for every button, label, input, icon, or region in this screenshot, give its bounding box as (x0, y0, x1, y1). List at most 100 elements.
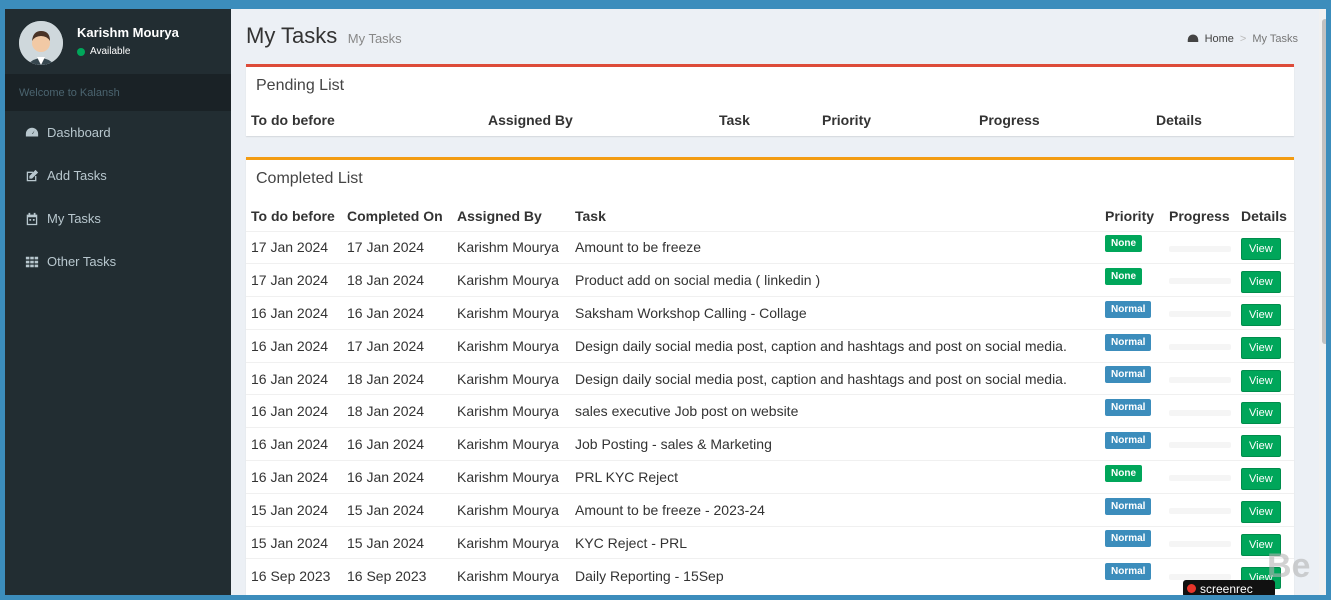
sidebar-item-add-tasks[interactable]: Add Tasks (5, 154, 231, 197)
main-content: My Tasks My Tasks Home > My Tasks Pendin… (231, 9, 1326, 595)
assigned-by-cell: Karishm Mourya (452, 394, 570, 428)
pending-list-title: Pending List (256, 77, 345, 94)
task-cell: Amount to be freeze - 2023-24 (570, 492, 1100, 527)
column-header[interactable]: Progress (1164, 201, 1236, 232)
sidebar-item-other-tasks[interactable]: Other Tasks (5, 240, 231, 283)
column-header[interactable]: Completed On (342, 201, 452, 232)
status-text: Available (90, 46, 131, 57)
screen-recorder-badge: screenrec (1183, 580, 1275, 595)
view-button[interactable]: View (1241, 238, 1281, 261)
todo-date-cell: 16 Jan 2024 (246, 361, 342, 395)
column-header[interactable]: Assigned By (452, 201, 570, 232)
priority-badge: None (1105, 235, 1142, 253)
view-button[interactable]: View (1241, 533, 1281, 556)
priority-badge: Normal (1105, 563, 1152, 581)
table-row: 16 Jan 2024 16 Jan 2024 Karishm Mourya PRL … (246, 460, 1294, 494)
details-cell: View (1236, 361, 1294, 395)
progress-bar (1169, 376, 1231, 383)
sidebar-item-dashboard[interactable]: Dashboard (5, 111, 231, 154)
column-header[interactable]: Assigned By (488, 112, 573, 128)
column-header[interactable]: Priority (822, 112, 872, 128)
column-header[interactable]: Task (719, 112, 750, 128)
sidebar-item-label: Add Tasks (47, 168, 107, 183)
view-button[interactable]: View (1241, 336, 1281, 359)
edit-icon (26, 169, 39, 181)
progress-bar (1169, 573, 1231, 580)
details-cell: View (1236, 328, 1294, 363)
task-cell: Product add on social media ( linkedin ) (570, 263, 1100, 297)
todo-date-cell: 17 Jan 2024 (246, 263, 342, 297)
view-button[interactable]: View (1241, 435, 1281, 458)
task-cell: Design daily social media post, caption … (570, 361, 1100, 395)
completed-date-cell: 18 Jan 2024 (342, 263, 452, 297)
view-button[interactable]: View (1241, 467, 1281, 490)
todo-date-cell: 16 Jan 2024 (246, 296, 342, 330)
pending-table-header: To do before Assigned By Task Priority P… (246, 112, 1294, 132)
user-name: Karishm Mourya (77, 25, 179, 40)
todo-date-cell: 16 Jan 2024 (246, 460, 342, 494)
details-cell: View (1236, 394, 1294, 428)
breadcrumb-home[interactable]: Home (1204, 33, 1234, 45)
priority-cell: Normal (1100, 492, 1164, 527)
completed-table-body: 17 Jan 2024 17 Jan 2024 Karishm Mourya Amou… (246, 230, 1294, 592)
progress-cell (1164, 427, 1236, 461)
todo-date-cell: 16 Jan 2024 (246, 427, 342, 461)
priority-badge: Normal (1105, 431, 1152, 449)
priority-badge: None (1105, 464, 1142, 482)
progress-bar (1169, 475, 1231, 482)
progress-bar (1169, 540, 1231, 547)
assigned-by-cell: Karishm Mourya (452, 558, 570, 592)
completed-list-panel: Completed List To do before Completed On… (246, 157, 1294, 595)
table-row: 16 Jan 2024 16 Jan 2024 Karishm Mourya Saks… (246, 296, 1294, 330)
column-header[interactable]: Progress (979, 112, 1040, 128)
completed-date-cell: 16 Jan 2024 (342, 296, 452, 330)
priority-cell: Normal (1100, 525, 1164, 559)
view-button[interactable]: View (1241, 369, 1281, 392)
priority-badge: Normal (1105, 530, 1152, 548)
todo-date-cell: 15 Jan 2024 (246, 492, 342, 527)
details-cell: View (1236, 296, 1294, 330)
todo-date-cell: 16 Sep 2023 (246, 558, 342, 592)
page-scrollbar[interactable] (1319, 9, 1326, 595)
task-cell: Saksham Workshop Calling - Collage (570, 296, 1100, 330)
sidebar-item-my-tasks[interactable]: My Tasks (5, 197, 231, 240)
avatar[interactable] (19, 21, 63, 65)
view-button[interactable]: View (1241, 303, 1281, 326)
column-header[interactable]: Priority (1100, 201, 1164, 232)
column-header[interactable]: To do before (251, 112, 335, 128)
completed-date-cell: 15 Jan 2024 (342, 492, 452, 527)
priority-cell: None (1100, 230, 1164, 264)
task-cell: Design daily social media post, caption … (570, 328, 1100, 363)
completed-date-cell: 16 Jan 2024 (342, 460, 452, 494)
completed-date-cell: 18 Jan 2024 (342, 361, 452, 395)
table-row: 16 Jan 2024 18 Jan 2024 Karishm Mourya Desi… (246, 361, 1294, 395)
task-cell: sales executive Job post on website (570, 394, 1100, 428)
task-cell: Job Posting - sales & Marketing (570, 427, 1100, 461)
progress-bar (1169, 311, 1231, 318)
view-button[interactable]: View (1241, 271, 1281, 294)
column-header[interactable]: To do before (246, 201, 342, 232)
column-header[interactable]: Details (1236, 201, 1294, 232)
priority-cell: None (1100, 460, 1164, 494)
column-header[interactable]: Task (570, 201, 1100, 232)
scrollbar-thumb[interactable] (1322, 19, 1326, 344)
column-header[interactable]: Details (1156, 112, 1202, 128)
table-row: 16 Jan 2024 18 Jan 2024 Karishm Mourya sale… (246, 394, 1294, 428)
task-cell: Daily Reporting - 15Sep (570, 558, 1100, 592)
table-header-row: To do before Completed On Assigned By Ta… (246, 201, 1294, 232)
sidebar: Karishm Mourya Available Welcome to Kala… (5, 9, 231, 595)
dashboard-icon (1187, 34, 1198, 42)
priority-cell: Normal (1100, 558, 1164, 592)
progress-cell (1164, 328, 1236, 363)
progress-bar (1169, 508, 1231, 515)
status-online-icon (77, 47, 85, 56)
progress-cell (1164, 394, 1236, 428)
welcome-text: Welcome to Kalansh (5, 74, 231, 111)
details-cell: View (1236, 525, 1294, 559)
assigned-by-cell: Karishm Mourya (452, 230, 570, 264)
sidebar-item-label: Dashboard (47, 125, 111, 140)
view-button[interactable]: View (1241, 402, 1281, 425)
task-cell: Amount to be freeze (570, 230, 1100, 264)
view-button[interactable]: View (1241, 500, 1281, 523)
page-subtitle: My Tasks (347, 31, 402, 46)
